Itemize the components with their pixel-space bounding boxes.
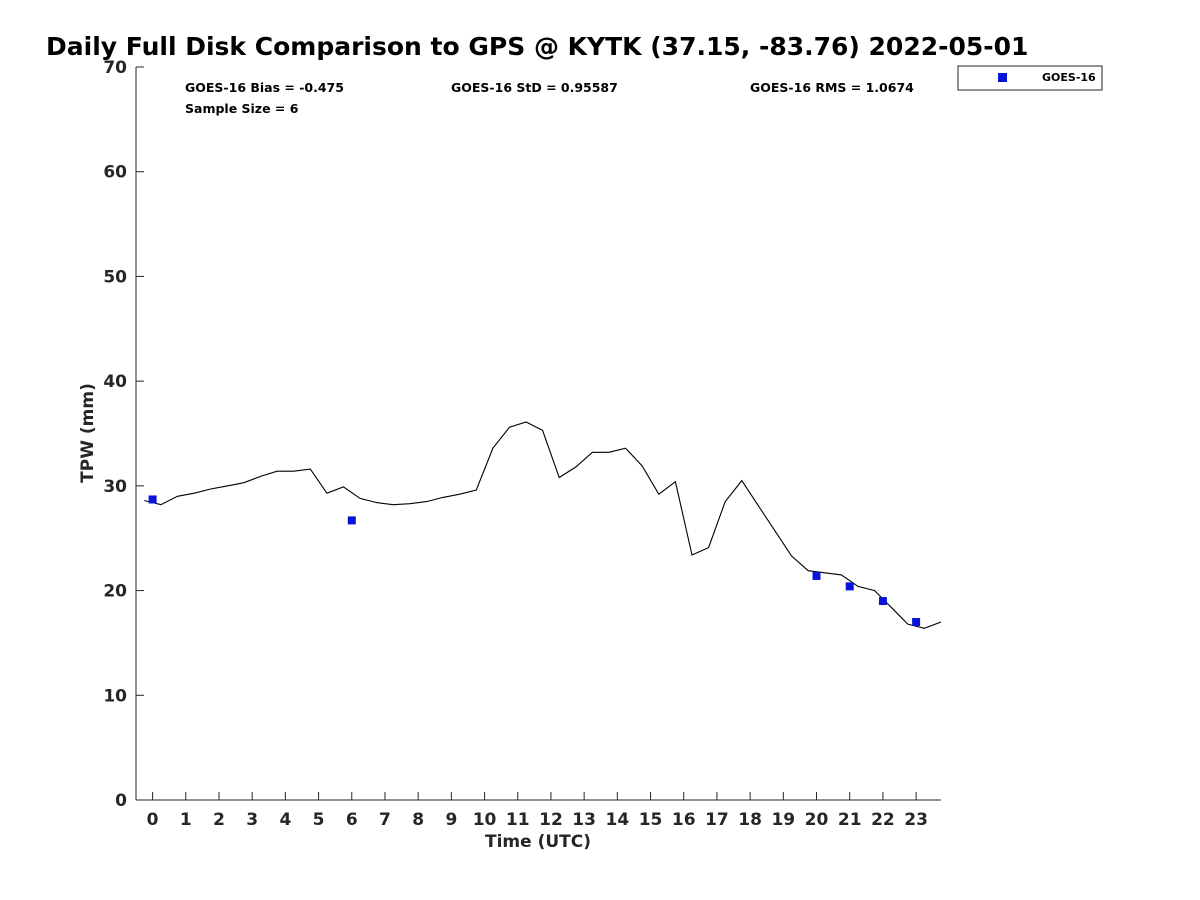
x-tick-label: 2 bbox=[213, 810, 225, 830]
std-stat: GOES-16 StD = 0.95587 bbox=[451, 80, 618, 95]
bias-stat: GOES-16 Bias = -0.475 bbox=[185, 80, 344, 95]
x-tick-label: 15 bbox=[639, 810, 663, 830]
x-tick-label: 0 bbox=[147, 810, 159, 830]
x-axis-label: Time (UTC) bbox=[485, 832, 591, 852]
x-tick-label: 7 bbox=[379, 810, 391, 830]
x-tick-label: 14 bbox=[606, 810, 630, 830]
axes bbox=[135, 67, 941, 801]
x-tick-label: 11 bbox=[506, 810, 530, 830]
y-tick-label: 0 bbox=[115, 791, 127, 811]
legend-marker bbox=[998, 73, 1007, 82]
goes16-markers bbox=[148, 495, 921, 626]
x-tick-label: 3 bbox=[246, 810, 258, 830]
gps-series-line bbox=[144, 421, 942, 629]
x-tick-label: 19 bbox=[771, 810, 795, 830]
x-ticks: 0 1 2 3 4 5 6 7 8 9 10 11 12 13 14 15 16 17 18 19 20 21 22 23 bbox=[147, 792, 928, 830]
x-tick-label: 8 bbox=[412, 810, 424, 830]
goes16-point bbox=[878, 597, 887, 606]
x-tick-label: 4 bbox=[279, 810, 291, 830]
y-axis-label: TPW (mm) bbox=[78, 383, 98, 483]
y-tick-label: 50 bbox=[103, 267, 127, 287]
x-tick-label: 21 bbox=[838, 810, 862, 830]
rms-stat: GOES-16 RMS = 1.0674 bbox=[750, 80, 914, 95]
x-tick-label: 23 bbox=[904, 810, 928, 830]
y-tick-label: 40 bbox=[103, 372, 127, 392]
goes16-point bbox=[812, 571, 821, 580]
x-tick-label: 17 bbox=[705, 810, 729, 830]
x-tick-label: 6 bbox=[346, 810, 358, 830]
goes16-point bbox=[912, 617, 921, 626]
legend-box bbox=[957, 65, 1103, 91]
goes16-point bbox=[347, 516, 356, 525]
chart-title: Daily Full Disk Comparison to GPS @ KYTK… bbox=[46, 32, 1028, 61]
y-tick-label: 60 bbox=[103, 163, 127, 183]
x-tick-label: 22 bbox=[871, 810, 895, 830]
y-tick-label: 70 bbox=[103, 58, 127, 78]
y-tick-label: 20 bbox=[103, 582, 127, 602]
sample-size-stat: Sample Size = 6 bbox=[185, 101, 299, 116]
goes16-point bbox=[148, 495, 157, 504]
x-tick-label: 12 bbox=[539, 810, 563, 830]
x-tick-label: 13 bbox=[572, 810, 596, 830]
y-ticks: 0 10 20 30 40 50 60 70 bbox=[103, 58, 144, 811]
legend-label: GOES-16 bbox=[1042, 71, 1096, 84]
x-tick-label: 9 bbox=[445, 810, 457, 830]
x-tick-label: 20 bbox=[805, 810, 829, 830]
x-tick-label: 10 bbox=[473, 810, 497, 830]
x-tick-label: 1 bbox=[180, 810, 192, 830]
goes16-point bbox=[845, 582, 854, 591]
legend: GOES-16 bbox=[957, 65, 1103, 91]
x-tick-label: 18 bbox=[738, 810, 762, 830]
y-tick-label: 10 bbox=[103, 686, 127, 706]
x-tick-label: 16 bbox=[672, 810, 696, 830]
y-tick-label: 30 bbox=[103, 477, 127, 497]
x-tick-label: 5 bbox=[313, 810, 325, 830]
